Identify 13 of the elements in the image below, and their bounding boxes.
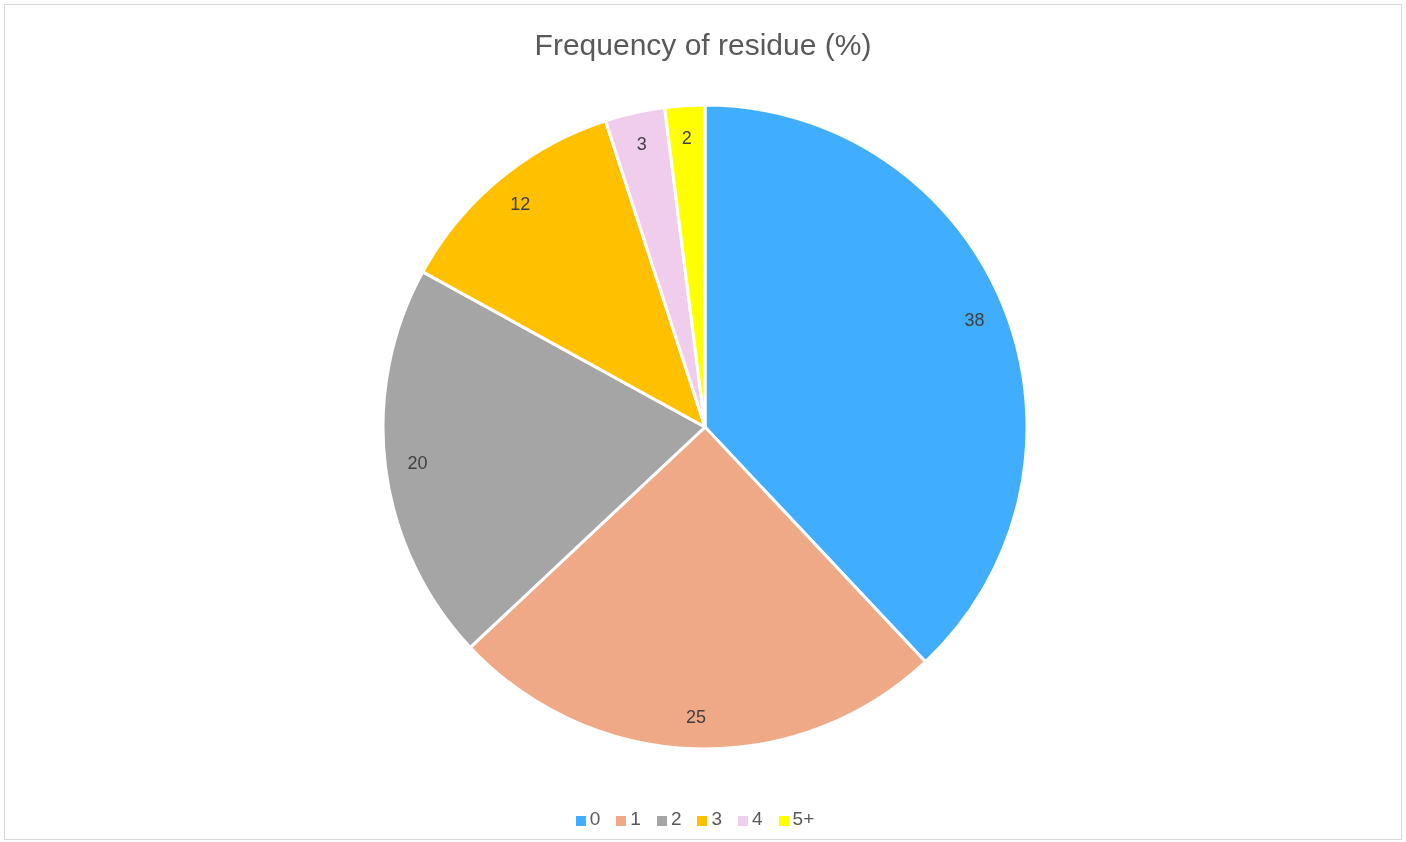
data-label: 2 [681,127,692,148]
data-label: 3 [636,134,647,155]
legend-label: 4 [752,808,763,829]
legend-label: 5+ [792,808,815,829]
chart-title: Frequency of residue (%) [533,28,873,62]
data-label: 25 [685,706,706,727]
data-label: 20 [407,453,428,474]
legend-label: 2 [670,808,682,829]
legend-label: 3 [711,808,723,829]
data-label: 12 [510,193,531,214]
legend-label: 0 [589,808,601,829]
legend-label: 1 [630,808,641,829]
data-label: 38 [964,310,985,331]
